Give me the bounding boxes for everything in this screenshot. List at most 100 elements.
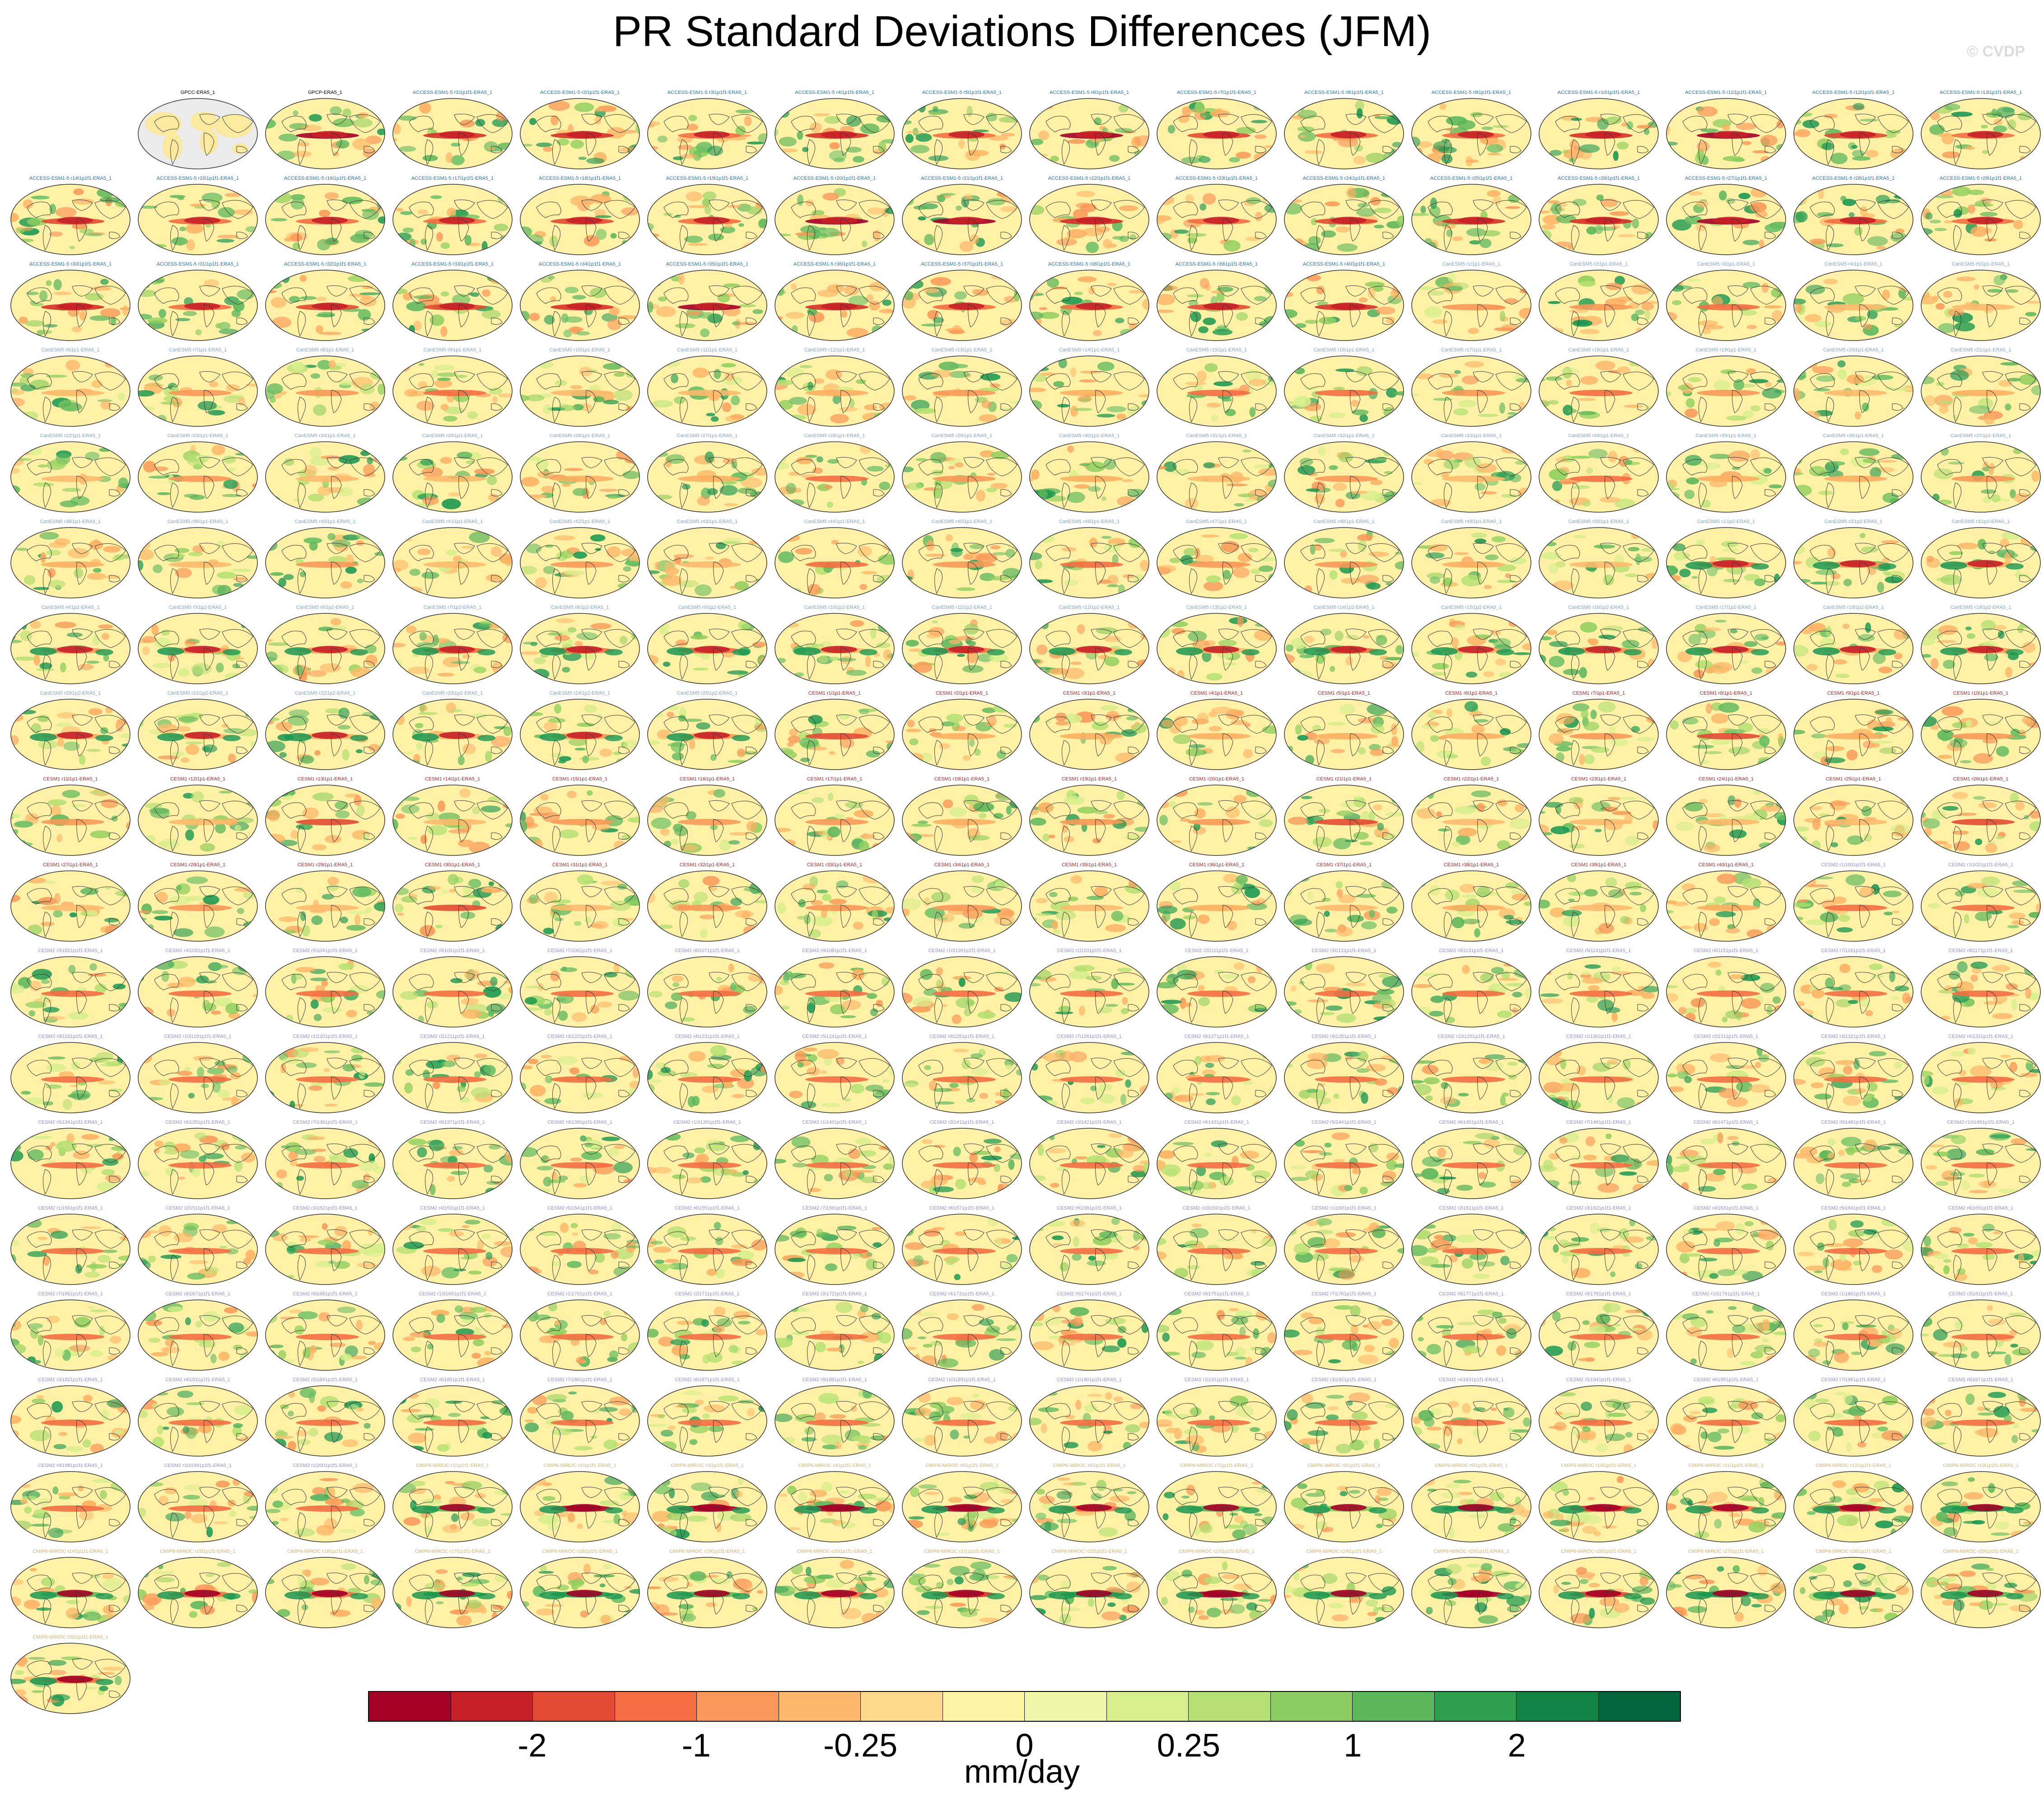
anomaly-blob: [1413, 529, 1421, 540]
anomaly-blob: [1700, 760, 1709, 764]
anomaly-blob: [407, 836, 418, 840]
anomaly-blob: [1336, 810, 1354, 817]
anomaly-blob: [937, 195, 946, 202]
anomaly-blob: [1284, 929, 1301, 932]
anomaly-blob: [1845, 874, 1866, 886]
anomaly-blob: [1421, 724, 1437, 729]
panel-label: ACCESS-ESM1-5 r1i1p1f1-ERA5_1: [412, 90, 493, 95]
anomaly-blob: [37, 464, 48, 468]
map-panel: CanESM5 r3i1p2-ERA5_1: [1913, 519, 2044, 603]
anomaly-blob: [1176, 647, 1203, 655]
map-panel: CanESM5 r11i1p1-ERA5_1: [639, 347, 775, 432]
globe-rim: [265, 270, 385, 341]
anomaly-blob: [1415, 148, 1423, 156]
anomaly-blob: [1001, 133, 1015, 137]
anomaly-blob: [1948, 308, 1965, 317]
anomaly-blob: [921, 323, 943, 327]
anomaly-blob: [1078, 379, 1097, 383]
anomaly-blob: [1811, 733, 1826, 738]
anomaly-blob: [955, 725, 966, 731]
map-panel: ACCESS-ESM1-5 r1i1p1f1-ERA5_1: [385, 89, 520, 174]
map-globe: [902, 613, 1022, 684]
anomaly-blob: [722, 402, 732, 412]
anomaly-blob: [527, 669, 534, 680]
anomaly-blob: [1952, 792, 1968, 799]
anomaly-blob: [1228, 157, 1241, 163]
anomaly-blob: [744, 116, 752, 126]
panel-label: CanESM5 r45i1p1-ERA5_1: [931, 519, 993, 524]
globe-rim: [1411, 98, 1531, 169]
anomaly-blob: [346, 925, 366, 931]
anomaly-blob: [1135, 154, 1149, 164]
anomaly-blob: [1412, 708, 1425, 715]
anomaly-blob: [186, 239, 195, 251]
anomaly-blob: [1521, 755, 1531, 761]
anomaly-blob: [1571, 117, 1582, 121]
anomaly-blob: [100, 279, 109, 285]
map-globe: [1539, 270, 1659, 341]
anomaly-blob: [290, 830, 299, 839]
anomaly-blob: [1744, 641, 1758, 647]
anomaly-blob: [574, 641, 583, 647]
anomaly-blob: [1601, 198, 1618, 207]
panel-label: ACCESS-ESM1-5 r36i1p1f1-ERA5_1: [793, 262, 876, 267]
anomaly-blob: [807, 584, 821, 595]
anomaly-blob: [1080, 203, 1097, 212]
anomaly-blob: [148, 620, 160, 624]
anomaly-blob: [1060, 733, 1123, 739]
anomaly-blob: [1064, 796, 1085, 805]
globe-rim: [392, 98, 513, 169]
panel-label: ACCESS-ESM1-5 r2i1p1f1-ERA5_1: [540, 90, 620, 95]
anomaly-blob: [371, 359, 384, 370]
anomaly-blob: [1433, 141, 1452, 151]
anomaly-blob: [537, 361, 554, 369]
anomaly-blob: [1949, 738, 1968, 748]
anomaly-blob: [2007, 119, 2016, 130]
continent-outline: [1300, 113, 1400, 165]
panel-label: CanESM5 r36i1p1-ERA5_1: [1823, 433, 1884, 439]
anomaly-blob: [2015, 801, 2025, 811]
map-globe: [138, 355, 258, 427]
map-panel: CanESM5 r27i1p1-ERA5_1: [639, 433, 775, 518]
map-globe: [392, 270, 513, 341]
anomaly-blob: [1236, 151, 1251, 159]
anomaly-blob: [429, 314, 444, 326]
anomaly-blob: [475, 119, 485, 126]
anomaly-blob: [1853, 103, 1865, 110]
anomaly-blob: [835, 813, 845, 819]
anomaly-blob: [1236, 874, 1248, 884]
anomaly-blob: [1080, 370, 1102, 374]
anomaly-blob: [1036, 644, 1048, 655]
anomaly-blob: [1353, 156, 1366, 164]
anomaly-blob: [1812, 366, 1834, 374]
anomaly-blob: [1351, 399, 1359, 407]
anomaly-blob: [1461, 375, 1479, 385]
panel-label: CESM1 r33i1p1-ERA5_1: [807, 862, 863, 868]
anomaly-blob: [401, 587, 423, 594]
anomaly-blob: [1675, 553, 1684, 561]
anomaly-blob: [678, 561, 741, 568]
anomaly-blob: [1447, 754, 1458, 759]
anomaly-blob: [1820, 912, 1839, 922]
anomaly-blob: [1593, 544, 1615, 549]
anomaly-blob: [1097, 414, 1115, 418]
anomaly-blob: [466, 460, 475, 464]
anomaly-blob: [239, 875, 250, 885]
anomaly-blob: [817, 889, 828, 893]
anomaly-blob: [1174, 229, 1189, 234]
anomaly-blob: [1568, 158, 1575, 163]
anomaly-blob: [2031, 470, 2040, 482]
map-panel: ACCESS-ESM1-5 r21i1p1f1-ERA5_1: [894, 175, 1030, 260]
map-panel: ACCESS-ESM1-5 r36i1p1f1-ERA5_1: [767, 261, 902, 346]
anomaly-blob: [1203, 318, 1216, 325]
anomaly-blob: [966, 106, 973, 117]
panel-label: CanESM5 r13i1p1-ERA5_1: [931, 347, 993, 353]
anomaly-blob: [726, 205, 742, 208]
anomaly-blob: [1643, 276, 1658, 280]
anomaly-blob: [47, 799, 67, 806]
anomaly-blob: [1885, 130, 1901, 135]
map-globe: [775, 527, 895, 598]
anomaly-blob: [1481, 126, 1493, 131]
anomaly-blob: [1246, 197, 1261, 204]
anomaly-blob: [1212, 329, 1233, 336]
